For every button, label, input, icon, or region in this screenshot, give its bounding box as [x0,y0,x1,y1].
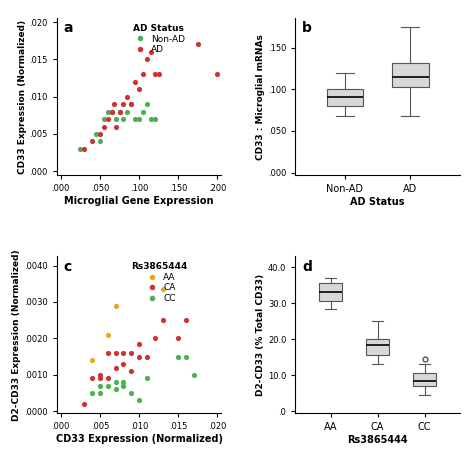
Legend: Non-AD, AD: Non-AD, AD [130,23,186,55]
Point [151,335,159,342]
PathPatch shape [392,62,428,87]
Point [119,382,127,389]
PathPatch shape [366,339,389,355]
Point [143,101,151,108]
Point [110,101,118,108]
Point [139,108,147,115]
Point [128,389,135,397]
Point [159,317,166,324]
Point [119,349,127,357]
Point [104,382,111,389]
Legend: AA, CA, CC: AA, CA, CC [130,261,189,304]
Point [112,115,119,123]
Point [96,138,104,145]
Point [135,85,143,93]
Point [119,379,127,386]
Point [96,389,104,397]
X-axis label: CD33 Expression (Normalized): CD33 Expression (Normalized) [55,434,223,444]
Text: c: c [64,260,72,274]
Point [96,375,104,382]
Point [112,386,119,393]
Point [143,56,151,63]
Point [88,375,96,382]
Point [100,123,108,130]
Point [151,115,159,123]
Point [143,375,151,382]
Point [174,335,182,342]
Point [135,340,143,347]
Point [77,145,84,152]
Point [143,353,151,360]
Point [88,138,96,145]
Point [135,397,143,404]
Point [182,353,190,360]
Point [124,108,131,115]
Point [112,364,119,371]
Point [104,108,111,115]
Point [116,108,123,115]
Text: d: d [302,260,312,274]
Point [194,41,201,48]
PathPatch shape [413,374,436,386]
Point [104,331,111,338]
PathPatch shape [319,284,342,302]
Point [131,115,139,123]
Point [108,108,116,115]
Point [88,357,96,364]
Point [147,48,155,56]
Point [96,130,104,138]
Y-axis label: D2-CD33 Expression (Normalized): D2-CD33 Expression (Normalized) [12,249,21,420]
Point [139,71,147,78]
Point [147,115,155,123]
Point [100,115,108,123]
Point [190,371,198,379]
Point [128,368,135,375]
Point [104,349,111,357]
Point [131,78,139,85]
Point [174,353,182,360]
Point [151,71,159,78]
Point [182,317,190,324]
X-axis label: Microglial Gene Expression: Microglial Gene Expression [64,196,214,206]
Point [135,115,143,123]
Point [214,71,221,78]
Point [112,379,119,386]
Point [112,123,119,130]
PathPatch shape [327,89,363,106]
Point [81,145,88,152]
Y-axis label: CD33 : Microglial mRNAs: CD33 : Microglial mRNAs [256,34,265,160]
Point [124,93,131,101]
Point [96,371,104,379]
Text: a: a [64,22,73,35]
Point [119,115,127,123]
Point [112,349,119,357]
Point [112,302,119,309]
Point [81,400,88,408]
Point [128,101,135,108]
Point [96,382,104,389]
X-axis label: AD Status: AD Status [350,197,405,207]
Point [92,130,100,138]
Point [104,375,111,382]
Point [104,115,111,123]
Point [108,108,116,115]
X-axis label: Rs3865444: Rs3865444 [347,435,408,445]
Point [88,389,96,397]
Y-axis label: D2-CD33 (% Total CD33): D2-CD33 (% Total CD33) [256,274,265,396]
Point [128,101,135,108]
Text: b: b [302,22,312,35]
Point [159,285,166,293]
Y-axis label: CD33 Expression (Normalized): CD33 Expression (Normalized) [18,20,27,174]
Point [119,360,127,368]
Point [155,71,163,78]
Point [135,353,143,360]
Point [128,349,135,357]
Point [119,101,127,108]
Point [116,108,123,115]
